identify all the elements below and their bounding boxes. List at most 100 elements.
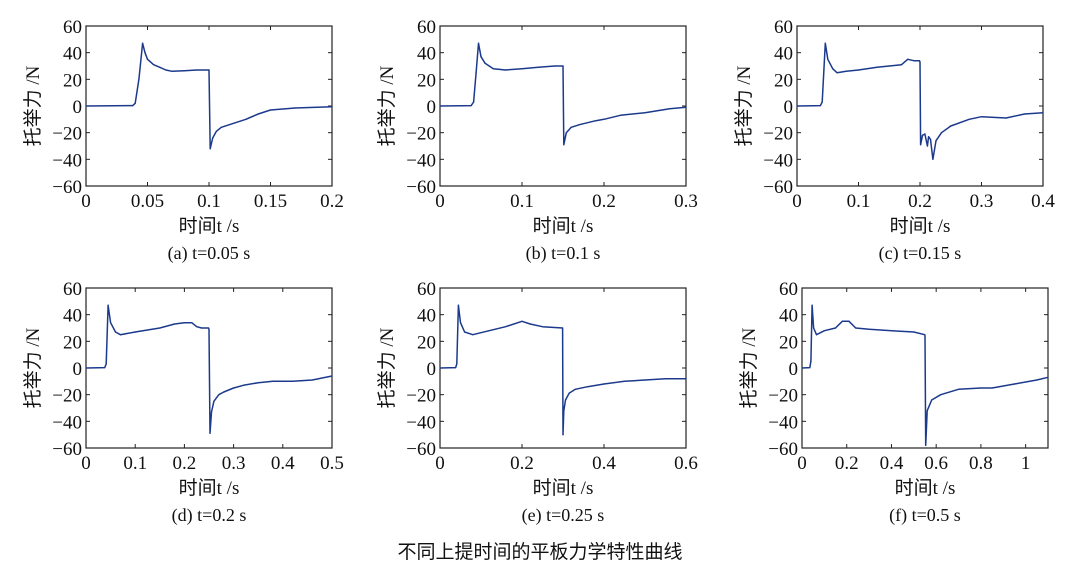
y-tick-label: −20: [52, 386, 82, 407]
subplot-grid: 0 0.05 0.1 0.15 0.2 −60 −40 −20 0 20 40 60 时间t /s 托举力…: [22, 17, 1055, 526]
data-point: [1013, 383, 1016, 385]
data-point: [619, 114, 622, 116]
data-point: [935, 140, 937, 142]
x-tick-label: 0.6: [924, 453, 948, 474]
y-tick-label: −40: [406, 150, 436, 171]
data-point: [294, 107, 296, 109]
data-point: [562, 434, 564, 436]
y-tick-label: −40: [52, 150, 82, 171]
data-point: [107, 304, 109, 306]
x-tick-label: 0: [797, 453, 807, 474]
data-point: [644, 112, 646, 114]
data-point: [991, 387, 993, 389]
y-tick-label: −60: [763, 177, 793, 198]
x-tick-label: 0.1: [197, 191, 221, 212]
x-tick-label: 0: [792, 191, 802, 212]
y-tick-label: −40: [763, 150, 793, 171]
data-point: [1036, 379, 1038, 381]
subplot-caption: (f) t=0.5 s: [889, 505, 961, 526]
y-tick-label: 40: [417, 306, 436, 327]
figure-title: 不同上提时间的平板力学特性曲线: [397, 541, 682, 563]
y-tick-label: 20: [779, 332, 798, 353]
data-point: [561, 327, 564, 329]
data-point: [796, 105, 798, 107]
data-point: [563, 410, 565, 412]
x-tick-label: 0.4: [880, 453, 904, 474]
y-tick-label: −20: [763, 124, 793, 145]
data-point: [857, 69, 860, 71]
x-tick-label: 0.4: [1031, 191, 1055, 212]
data-point: [209, 148, 211, 150]
data-point: [537, 66, 540, 68]
x-tick-label: 0.15: [254, 191, 287, 212]
y-tick-label: 60: [779, 279, 798, 300]
data-point: [926, 145, 928, 147]
data-point: [913, 60, 915, 62]
data-point: [529, 323, 531, 325]
data-point: [138, 78, 140, 80]
data-point: [171, 70, 173, 72]
data-point: [470, 105, 472, 107]
data-point: [134, 102, 136, 104]
x-tick-label: 0.2: [173, 453, 197, 474]
y-tick-label: 20: [63, 332, 82, 353]
y-tick-label: 20: [417, 332, 436, 353]
subplot-f: 0 0.2 0.4 0.6 0.8 1 −60 −40 −20 0 20 40 60 时间t /s 托举力 …: [738, 279, 1049, 526]
data-point: [331, 106, 333, 108]
y-tick-label: −60: [406, 177, 436, 198]
data-point: [568, 392, 570, 394]
data-point: [220, 126, 222, 128]
data-point: [564, 399, 567, 401]
x-axis-label: 时间t /s: [179, 215, 240, 237]
y-tick-label: −60: [406, 439, 436, 460]
data-point: [331, 375, 333, 377]
y-tick-label: 40: [779, 306, 798, 327]
data-point: [119, 334, 122, 336]
data-point: [570, 126, 572, 128]
y-tick-label: 60: [417, 17, 436, 38]
data-point: [110, 322, 112, 324]
data-point: [201, 327, 203, 329]
data-point: [603, 383, 605, 385]
subplot-e: 0 0.2 0.4 0.6 −60 −40 −20 0 20 40 60 时间t /s 托举力 /N (e…: [376, 279, 698, 526]
data-point: [855, 327, 857, 329]
y-tick-label: 40: [774, 44, 793, 65]
series-line: [439, 304, 686, 436]
x-tick-label: 0.05: [131, 191, 164, 212]
data-point: [484, 62, 486, 64]
x-axis-label: 时间t /s: [179, 477, 240, 499]
data-point: [1005, 117, 1007, 119]
data-point: [819, 105, 821, 107]
y-tick-label: −60: [52, 177, 82, 198]
data-point: [439, 367, 441, 369]
y-axis-label: 托举力 /N: [733, 65, 755, 146]
data-point: [836, 72, 838, 74]
subplot-caption: (b) t=0.1 s: [526, 243, 601, 264]
data-point: [919, 61, 921, 63]
data-point: [505, 326, 507, 328]
x-tick-label: 1: [1021, 453, 1031, 474]
data-point: [233, 122, 235, 124]
y-tick-label: 20: [774, 70, 793, 91]
data-point: [832, 68, 834, 70]
data-point: [132, 105, 134, 107]
data-point: [475, 72, 477, 74]
data-point: [968, 118, 970, 120]
x-tick-label: 0.3: [674, 191, 698, 212]
y-tick-label: −40: [406, 412, 436, 433]
data-point: [456, 363, 458, 365]
data-point: [1023, 113, 1026, 115]
data-point: [159, 327, 161, 329]
y-axis-label: 托举力 /N: [738, 327, 760, 408]
y-tick-label: −20: [406, 386, 436, 407]
data-point: [921, 134, 924, 136]
x-tick-label: 0.5: [320, 453, 344, 474]
data-point: [980, 387, 982, 389]
data-point: [196, 326, 198, 328]
data-point: [104, 367, 106, 369]
data-point: [215, 130, 217, 132]
data-point: [439, 105, 441, 107]
y-tick-label: −20: [406, 124, 436, 145]
x-tick-label: 0.4: [592, 453, 616, 474]
